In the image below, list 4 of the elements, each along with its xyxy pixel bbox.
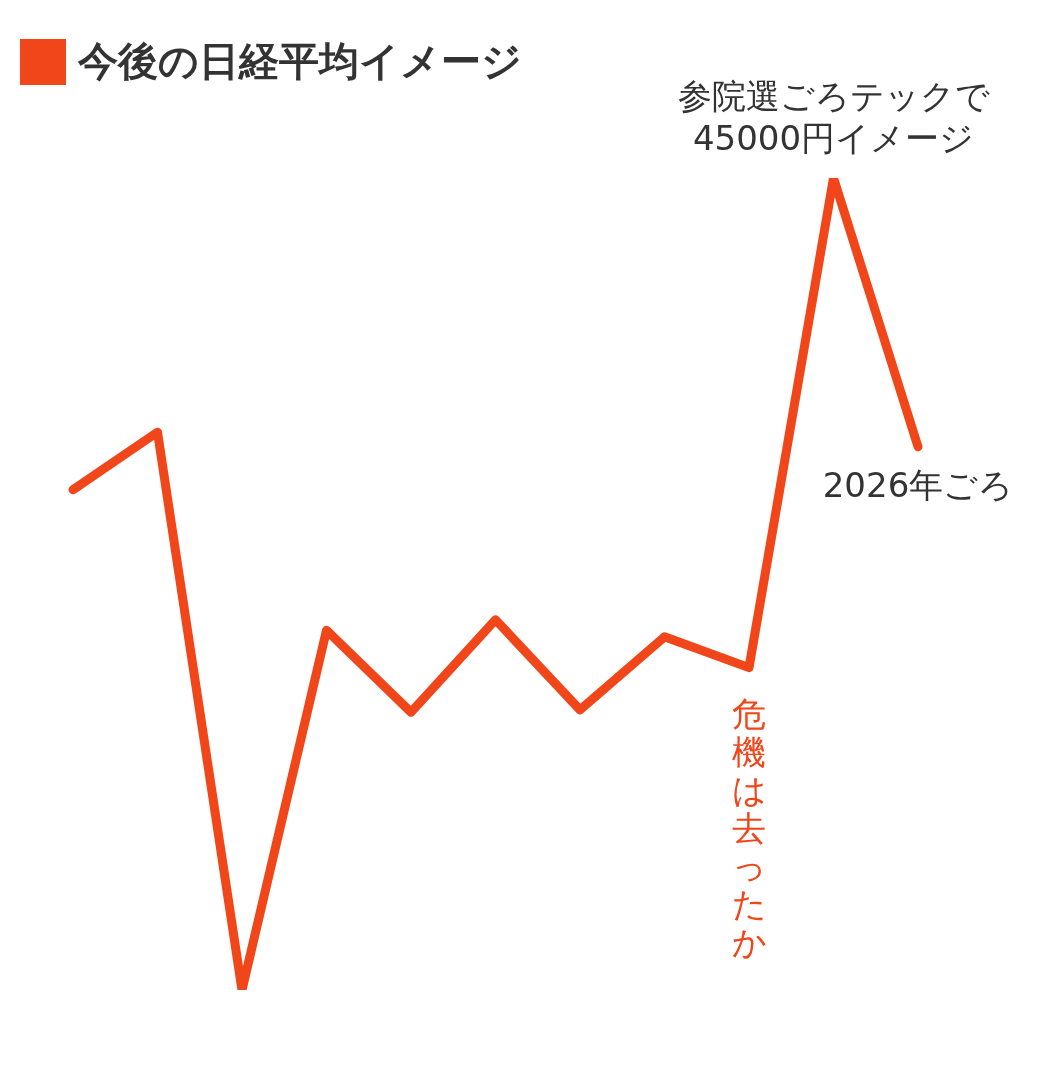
chart-title: 今後の日経平均イメージ xyxy=(78,37,522,86)
annotation: 参院選ごろテックで 45000円イメージ xyxy=(677,76,990,158)
annotation: 危機は去ったか xyxy=(731,693,767,962)
annotation: 2026年ごろ xyxy=(822,464,1014,505)
